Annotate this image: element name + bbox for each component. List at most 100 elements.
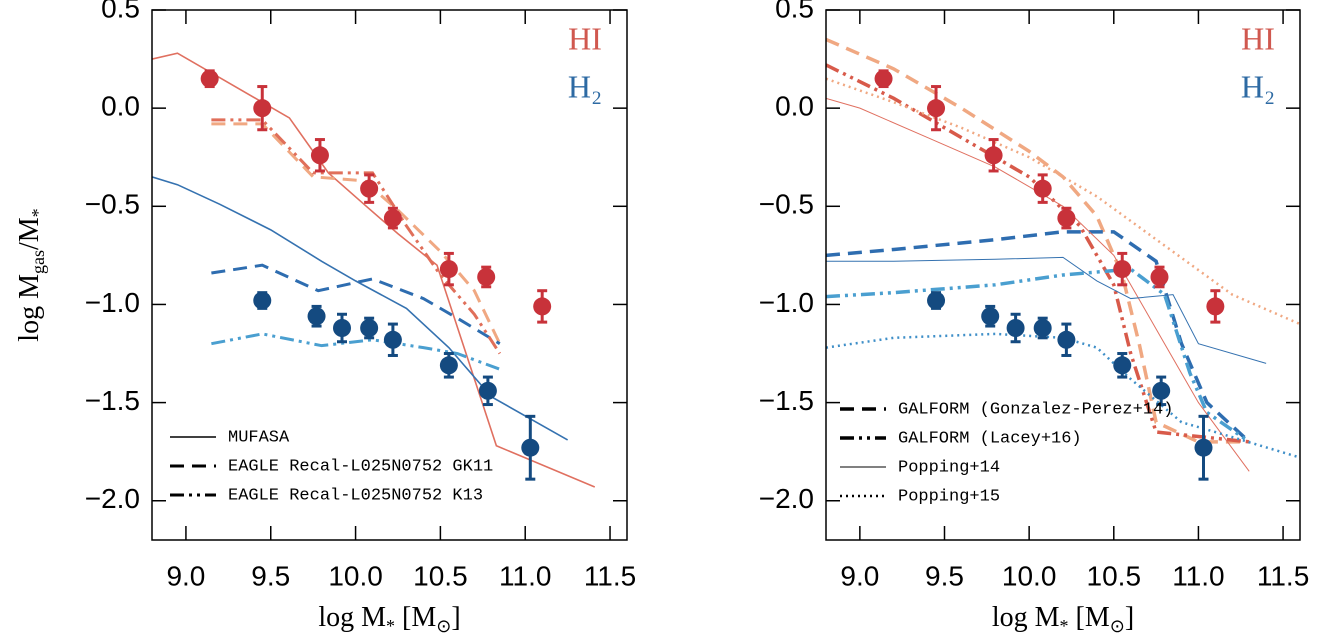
observation-point — [478, 381, 497, 400]
frame — [151, 9, 628, 541]
label-part: ] — [1125, 602, 1134, 633]
observation-point — [1033, 319, 1052, 337]
label-part: [M — [1069, 602, 1110, 633]
annotation: HI — [1241, 20, 1275, 56]
observation-point — [1152, 381, 1171, 400]
y-tick-label: −0.5 — [85, 189, 140, 220]
x-tick-label: 10.5 — [1087, 560, 1142, 591]
legend-label: MUFASA — [228, 428, 290, 447]
y-tick-label: 0.5 — [775, 0, 814, 23]
legend-label: GALFORM (Gonzalez-Perez+14) — [898, 400, 1173, 419]
x-tick-label: 9.0 — [166, 560, 205, 591]
observation-point — [383, 209, 402, 228]
y-tick-label: −2.0 — [85, 483, 140, 514]
observation-point — [927, 99, 946, 118]
observation-point — [927, 291, 946, 310]
observation-point — [360, 179, 379, 198]
model-line — [152, 176, 569, 441]
label-part: /M — [14, 217, 45, 250]
x-tick-label: 11.0 — [499, 560, 551, 591]
x-tick-label: 9.0 — [840, 560, 879, 591]
label-subscript: * — [386, 616, 395, 636]
x-tick-label: 9.5 — [925, 560, 964, 591]
label-part: ] — [451, 602, 460, 633]
x-tick-label: 10.0 — [328, 560, 383, 591]
observation-point — [1057, 330, 1076, 349]
observation-point — [1006, 319, 1025, 337]
model-line — [211, 332, 501, 371]
observation-point — [360, 319, 379, 337]
y-tick-label: 0.0 — [775, 91, 814, 122]
observation-point — [1113, 260, 1132, 279]
y-axis-label: log Mgas/M* — [14, 208, 48, 341]
model-line — [152, 52, 596, 488]
legend-label: GALFORM (Lacey+16) — [898, 429, 1082, 448]
y-tick-label: −1.0 — [759, 287, 814, 318]
label-part: log M — [14, 274, 45, 342]
observation-point — [1206, 297, 1225, 316]
observation-point — [439, 260, 458, 279]
observation-point — [984, 146, 1003, 165]
model-line — [211, 118, 502, 355]
observation-point — [521, 438, 540, 457]
observation-point — [253, 99, 272, 118]
model-line — [826, 63, 1250, 444]
observation-point — [1194, 438, 1213, 457]
label-part: [M — [395, 602, 436, 633]
label-subscript: * — [28, 208, 48, 217]
observation-point — [981, 307, 1000, 326]
y-tick-label: 0.0 — [101, 91, 140, 122]
observation-point — [310, 146, 329, 165]
x-tick-label: 10.0 — [1002, 560, 1057, 591]
observation-point — [477, 267, 496, 286]
observation-point — [383, 330, 402, 349]
label-subscript: gas — [28, 250, 48, 274]
model-line — [211, 263, 501, 345]
y-tick-label: −1.0 — [85, 287, 140, 318]
annotation: H₂ — [568, 68, 602, 104]
observation-point — [533, 297, 552, 316]
observation-point — [200, 69, 219, 88]
model-line — [211, 122, 502, 345]
x-axis-label: log M* [M⊙] — [318, 602, 460, 636]
y-tick-label: −0.5 — [759, 189, 814, 220]
label-part: log M — [318, 602, 386, 633]
observation-point — [253, 291, 272, 310]
observation-point — [1150, 267, 1169, 286]
model-line — [826, 230, 1251, 444]
x-tick-label: 11.5 — [584, 560, 636, 591]
frame — [825, 9, 1301, 541]
legend-label: Popping+15 — [898, 487, 1000, 506]
plot-area — [152, 52, 596, 488]
annotation: HI — [568, 20, 602, 56]
observation-point — [874, 69, 893, 88]
legend-label: Popping+14 — [898, 458, 1000, 477]
x-tick-label: 11.0 — [1172, 560, 1224, 591]
x-tick-label: 11.5 — [1257, 560, 1309, 591]
legend-label: EAGLE Recal-L025N0752 K13 — [228, 486, 483, 505]
y-tick-label: −1.5 — [85, 385, 140, 416]
y-tick-label: 0.5 — [101, 0, 140, 23]
model-line — [826, 97, 1250, 472]
observation-point — [307, 307, 326, 326]
label-part: log M — [992, 602, 1060, 633]
x-tick-label: 10.5 — [413, 560, 468, 591]
label-subscript: * — [1060, 616, 1069, 636]
x-tick-label: 9.5 — [251, 560, 290, 591]
observation-point — [333, 319, 351, 337]
x-axis-label: log M* [M⊙] — [992, 602, 1134, 636]
legend-label: EAGLE Recal-L025N0752 GK11 — [228, 457, 493, 476]
observation-point — [1113, 356, 1132, 375]
model-line — [826, 256, 1267, 364]
label-subscript: ⊙ — [1110, 616, 1125, 636]
label-subscript: ⊙ — [436, 616, 451, 636]
model-line — [826, 37, 1250, 444]
observation-point — [1057, 209, 1076, 228]
y-tick-label: −2.0 — [759, 483, 814, 514]
y-tick-label: −1.5 — [759, 385, 814, 416]
observation-point — [439, 356, 458, 375]
model-line — [826, 77, 1300, 326]
observation-point — [1033, 179, 1052, 198]
model-line — [826, 267, 1251, 444]
